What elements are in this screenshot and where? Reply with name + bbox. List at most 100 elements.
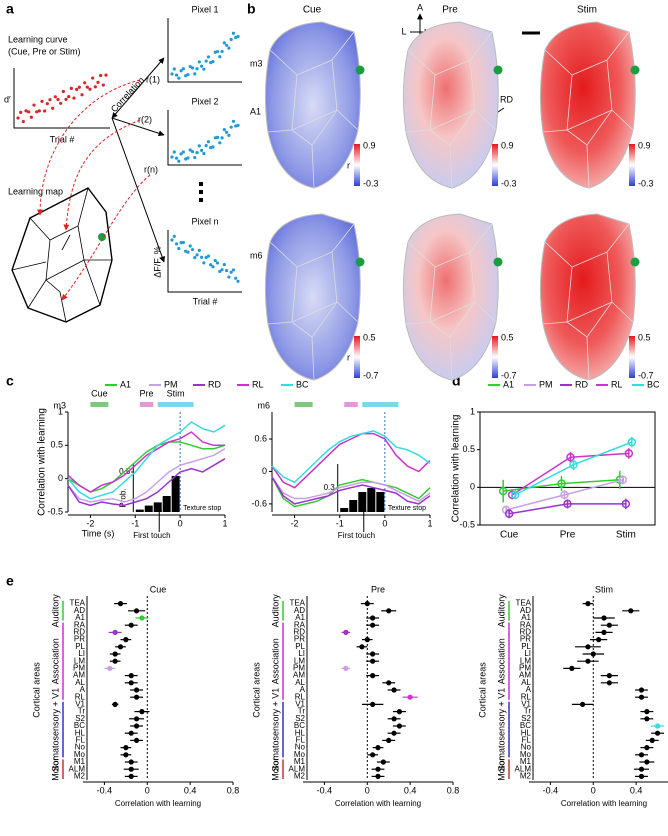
hist-bar <box>376 492 385 512</box>
point <box>621 499 631 509</box>
category-label: FL <box>296 736 306 745</box>
point <box>123 745 129 751</box>
point <box>560 490 569 500</box>
curve-y-label: d′ <box>4 94 11 104</box>
point <box>370 752 376 758</box>
point <box>579 701 586 708</box>
colorbar-tick: 0.9 <box>638 140 651 150</box>
point <box>391 687 397 693</box>
pixel-dot <box>188 244 192 248</box>
category-label: PR <box>74 635 85 644</box>
pixel-dot <box>220 136 224 140</box>
pixel-dot <box>213 258 217 263</box>
curve-dots <box>16 73 108 124</box>
point <box>112 701 118 708</box>
hist-bar <box>349 500 358 512</box>
point <box>117 644 124 650</box>
category-label: AD <box>520 606 531 615</box>
panel-label: c <box>6 373 14 389</box>
pixel-dot <box>206 55 211 59</box>
pixel-dot <box>190 149 195 154</box>
y-axis-label: Cortical areas <box>31 662 41 718</box>
colorbar-tick: -0.3 <box>501 178 517 188</box>
epoch-bar <box>344 402 358 407</box>
category-label: No <box>295 743 306 752</box>
category-label: Tr <box>298 707 306 716</box>
point <box>585 644 591 650</box>
pixel-dot <box>197 248 201 252</box>
category-label: RD <box>73 628 85 637</box>
point <box>606 622 612 628</box>
y-tick-label: 1 <box>470 406 475 416</box>
category-label: A1 <box>75 613 85 622</box>
group-label: Association <box>50 638 60 684</box>
row-label: m3 <box>250 58 263 68</box>
point <box>590 651 596 657</box>
point <box>504 509 514 518</box>
point <box>391 716 397 722</box>
hist-bar <box>135 509 144 512</box>
pixel-dot <box>172 150 176 154</box>
group-label: Association <box>270 638 280 684</box>
pixel-dot <box>231 31 236 35</box>
pixel-dot <box>229 125 233 129</box>
point <box>627 437 637 447</box>
category-label: No <box>75 743 86 752</box>
colorbar-label: r <box>347 160 350 170</box>
x-tick-label: 0 <box>382 518 387 528</box>
curve-dot <box>83 81 87 85</box>
pixel-dot <box>174 73 179 77</box>
x-tick-label: -0.4 <box>317 785 333 795</box>
pixel-dot <box>234 276 238 280</box>
pixel-dot <box>186 250 190 254</box>
point <box>386 608 392 614</box>
category-label: M1 <box>520 757 532 766</box>
pixel-dot <box>211 60 215 64</box>
point <box>585 601 591 607</box>
curve-dot <box>80 93 84 97</box>
curve-dot <box>16 116 20 120</box>
category-label: TEA <box>289 599 305 608</box>
curve-dot <box>37 109 41 113</box>
brain-map <box>264 21 365 189</box>
category-label: M1 <box>294 757 306 766</box>
pixel-dot <box>170 238 174 242</box>
point <box>370 622 376 628</box>
map-areas <box>542 223 634 381</box>
column-title: Pre <box>442 5 458 16</box>
group-label: Somatosensory + V1 <box>270 688 280 772</box>
pixel-dot <box>197 60 201 64</box>
curve-dot <box>99 73 103 78</box>
x-tick-label: 0.8 <box>227 785 240 795</box>
compass: L <box>401 26 406 36</box>
colorbar <box>629 144 635 186</box>
category-label: RL <box>295 692 306 701</box>
curve-dot <box>48 98 52 102</box>
category-label: AD <box>74 606 85 615</box>
brain-map <box>539 213 640 381</box>
series-line <box>67 448 226 503</box>
pixel-dot <box>202 261 206 265</box>
epoch-label: Stim <box>167 388 185 398</box>
group-label: Auditory <box>496 594 506 628</box>
group-label: Motor <box>496 758 506 781</box>
colorbar-tick: -0.3 <box>638 178 654 188</box>
map-fill <box>264 213 361 381</box>
y-tick-label: 1 <box>58 406 63 416</box>
map-fill <box>402 21 499 189</box>
point <box>139 615 145 621</box>
legend-label: RD <box>208 379 221 389</box>
y-axis-label: Correlation with learning <box>451 415 462 523</box>
curve-x-label: Trial # <box>50 134 75 144</box>
colorbar <box>492 144 498 186</box>
chart-title: Pre <box>371 584 385 594</box>
brain-map <box>402 213 503 381</box>
map-fill <box>264 21 361 189</box>
x-tick-label: -1 <box>131 518 139 528</box>
area-label: RD <box>500 94 513 104</box>
point <box>601 629 607 636</box>
dashed-arrow <box>37 79 141 216</box>
panel-a: Learning curve (Cue, Pre or Stim) d′ Tri… <box>4 4 242 323</box>
map-dot <box>98 233 106 241</box>
chart-label: m3 <box>53 400 66 410</box>
